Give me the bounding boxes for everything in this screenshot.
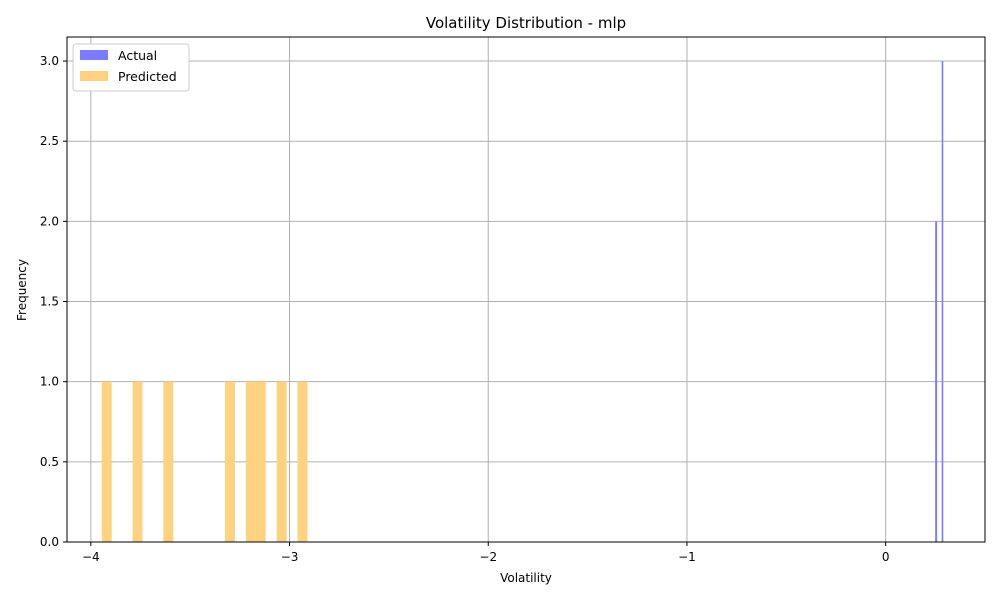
x-tick-label: −4 bbox=[82, 550, 100, 564]
y-axis-title: Frequency bbox=[15, 259, 29, 321]
legend-swatch-actual bbox=[80, 50, 108, 60]
histogram-bar-actual bbox=[935, 221, 938, 542]
y-tick-label: 3.0 bbox=[40, 54, 59, 68]
legend-label-actual: Actual bbox=[118, 48, 157, 63]
histogram-bar-predicted bbox=[163, 381, 174, 542]
histogram-bar-predicted bbox=[276, 381, 287, 542]
x-tick-label: −1 bbox=[678, 550, 696, 564]
x-axis-title: Volatility bbox=[500, 571, 552, 585]
legend: Actual Predicted bbox=[72, 43, 190, 92]
x-tick-label: −3 bbox=[281, 550, 299, 564]
y-tick-label: 2.0 bbox=[40, 214, 59, 228]
y-tick-label: 1.5 bbox=[40, 295, 59, 309]
x-tick-label: 0 bbox=[882, 550, 890, 564]
legend-label-predicted: Predicted bbox=[118, 69, 177, 84]
histogram-bar-predicted bbox=[224, 381, 235, 542]
grid-lines bbox=[67, 37, 985, 543]
histogram-bars bbox=[101, 61, 944, 543]
axes bbox=[66, 36, 986, 543]
x-tick-label: −2 bbox=[479, 550, 497, 564]
histogram-bar-predicted bbox=[245, 381, 256, 542]
histogram-bar-predicted bbox=[101, 381, 112, 542]
y-tick-label: 0.0 bbox=[40, 535, 59, 549]
histogram-bar-predicted bbox=[255, 381, 266, 542]
histogram-bar-predicted bbox=[132, 381, 143, 542]
y-tick-label: 2.5 bbox=[40, 134, 59, 148]
tick-labels: −4 −3 −2 −1 0 0.0 0.5 1.0 1.5 2.0 2.5 3.0 bbox=[40, 54, 890, 564]
histogram-bar-predicted bbox=[297, 381, 308, 542]
plot-frame bbox=[66, 36, 986, 543]
y-tick-label: 0.5 bbox=[40, 455, 59, 469]
legend-swatch-predicted bbox=[80, 71, 108, 81]
y-tick-label: 1.0 bbox=[40, 375, 59, 389]
histogram-bar-actual bbox=[941, 61, 944, 543]
chart-title: Volatility Distribution - mlp bbox=[426, 14, 626, 32]
